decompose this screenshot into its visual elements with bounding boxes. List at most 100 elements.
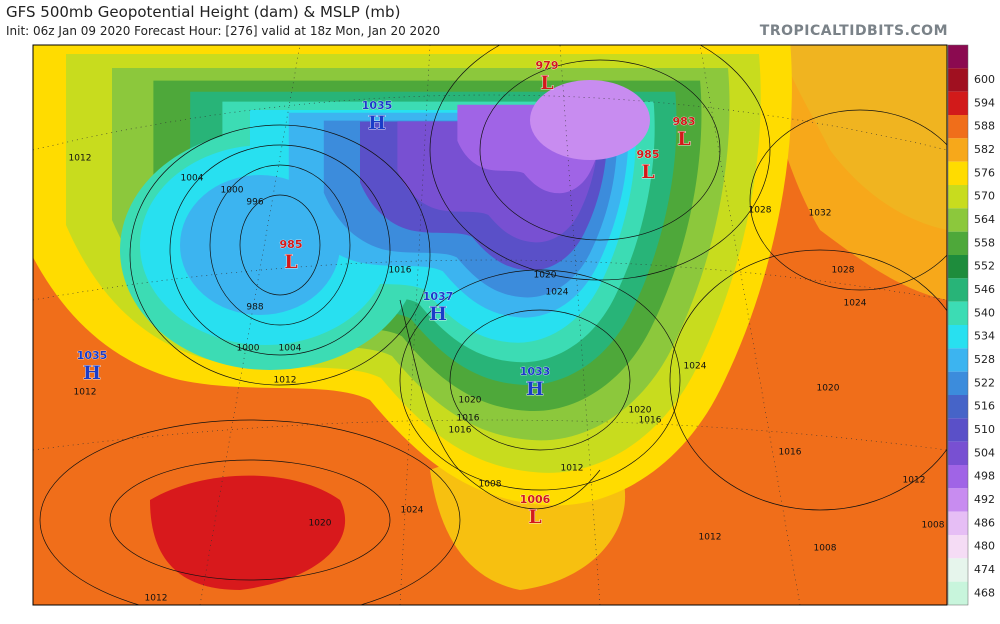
isobar-label: 1032 <box>809 209 832 219</box>
isobar-label: 1004 <box>181 174 204 184</box>
isobar-label: 988 <box>246 303 263 313</box>
colorbar-label: 588 <box>974 120 995 133</box>
colorbar-label: 564 <box>974 213 995 226</box>
colorbar-swatch <box>948 255 968 279</box>
isobar-label: 1020 <box>817 384 840 394</box>
colorbar-swatch <box>948 581 968 605</box>
pressure-centers: 1035H1037H1033H1035H979L983L985L985L1006… <box>76 59 696 529</box>
isobar-label: 1024 <box>546 288 569 298</box>
isobar-label: 1016 <box>639 416 662 426</box>
map-frame <box>32 44 948 606</box>
isobar-label: 1028 <box>749 206 772 216</box>
colorbar-label: 534 <box>974 330 995 343</box>
isobar-label: 1016 <box>779 448 802 458</box>
colorbar-label: 516 <box>974 400 995 413</box>
colorbar-frame <box>947 44 969 606</box>
center-letter: L <box>540 72 553 94</box>
colorbar-swatch <box>948 441 968 465</box>
center-letter: H <box>83 362 101 384</box>
colorbar-swatch <box>948 45 968 69</box>
colorbar-label: 474 <box>974 563 995 576</box>
center-pressure: 979 <box>536 59 559 72</box>
colorbar-label: 510 <box>974 423 995 436</box>
colorbar-label: 486 <box>974 516 995 529</box>
colorbar-swatch <box>948 91 968 115</box>
center-pressure: 1035 <box>362 99 393 112</box>
center-pressure: 1006 <box>520 493 551 506</box>
colorbar-swatch <box>948 68 968 92</box>
height-field <box>33 45 947 605</box>
center-letter: H <box>526 378 544 400</box>
isobar-label: 1024 <box>401 506 424 516</box>
colorbar-swatch <box>948 395 968 419</box>
colorbar-label: 552 <box>974 260 995 273</box>
isobar-label: 1012 <box>699 533 722 543</box>
center-letter: H <box>368 112 386 134</box>
colorbar-swatch <box>948 115 968 139</box>
colorbar-label: 492 <box>974 493 995 506</box>
isobar-label: 1012 <box>145 594 168 604</box>
isobar-label: 1016 <box>449 426 472 436</box>
isobar-label: 1024 <box>684 362 707 372</box>
colorbar-label: 468 <box>974 586 995 599</box>
colorbar-label: 498 <box>974 470 995 483</box>
isobar-label: 1008 <box>814 544 837 554</box>
colorbar-swatch <box>948 185 968 209</box>
colorbar-label: 504 <box>974 446 995 459</box>
center-letter: H <box>429 303 447 325</box>
colorbar-swatch <box>948 371 968 395</box>
colorbar-swatch <box>948 511 968 535</box>
colorbar-label: 576 <box>974 166 995 179</box>
colorbar-swatch <box>948 138 968 162</box>
isobar-label: 1028 <box>832 266 855 276</box>
isobar-label: 1008 <box>922 521 945 531</box>
center-pressure: 1035 <box>77 349 108 362</box>
colorbar-label: 480 <box>974 540 995 553</box>
colorbar-label: 522 <box>974 376 995 389</box>
colorbar-swatch <box>948 208 968 232</box>
isobar-label: 1020 <box>629 406 652 416</box>
colorbar-swatch <box>948 278 968 302</box>
colorbar-swatch <box>948 325 968 349</box>
colorbar-swatch <box>948 348 968 372</box>
isobar-label: 996 <box>246 198 263 208</box>
isobar-label: 1012 <box>69 154 92 164</box>
graticule <box>33 45 947 605</box>
colorbar-swatch <box>948 465 968 489</box>
colorbar-label: 582 <box>974 143 995 156</box>
colorbar-label: 600 <box>974 73 995 86</box>
isobar-label: 1012 <box>274 376 297 386</box>
colorbar-label: 570 <box>974 190 995 203</box>
colorbar-label: 540 <box>974 306 995 319</box>
colorbar-swatch <box>948 535 968 559</box>
center-pressure: 985 <box>637 148 660 161</box>
center-pressure: 983 <box>673 115 696 128</box>
center-pressure: 1033 <box>520 365 551 378</box>
isobar-label: 1020 <box>534 271 557 281</box>
colorbar-swatch <box>948 161 968 185</box>
isobar-label: 1008 <box>479 480 502 490</box>
center-letter: L <box>641 161 654 183</box>
isobar-label: 1000 <box>237 344 260 354</box>
colorbar-swatch <box>948 231 968 255</box>
isobar-label: 1004 <box>279 344 302 354</box>
isobar-label: 1016 <box>389 266 412 276</box>
isobar-label: 1016 <box>457 414 480 424</box>
center-pressure: 985 <box>280 238 303 251</box>
center-pressure: 1037 <box>423 290 454 303</box>
colorbar-label: 546 <box>974 283 995 296</box>
center-letter: L <box>284 251 297 273</box>
colorbar-swatch <box>948 488 968 512</box>
isobar-label: 1020 <box>459 396 482 406</box>
colorbar: 600 594 588 582 576 570 564 558 552 546 540 534 528 5… <box>947 44 995 606</box>
center-letter: L <box>677 128 690 150</box>
center-letter: L <box>528 506 541 528</box>
source: TROPICALTIDBITS.COM <box>759 23 948 39</box>
subtitle: Init: 06z Jan 09 2020 Forecast Hour: [27… <box>6 24 441 38</box>
isobar-label: 1000 <box>221 186 244 196</box>
isobar-label: 1012 <box>903 476 926 486</box>
colorbar-swatch <box>948 418 968 442</box>
